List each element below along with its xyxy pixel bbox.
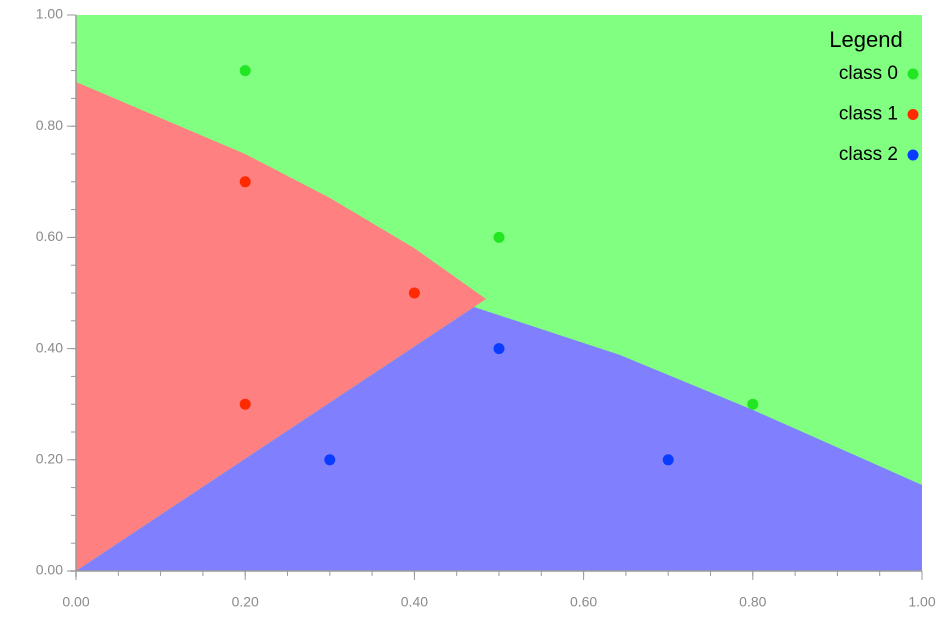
region-class-1 <box>76 82 486 571</box>
y-tick-label: 0.00 <box>36 562 63 578</box>
y-tick-label: 0.40 <box>36 339 63 355</box>
point <box>493 343 505 355</box>
point <box>493 231 505 243</box>
point <box>408 287 420 299</box>
legend-marker <box>907 109 919 120</box>
x-tick-label: 0.00 <box>62 594 89 610</box>
y-tick-label: 0.20 <box>36 451 63 467</box>
y-tick-label: 0.80 <box>36 117 63 133</box>
legend-label: class 2 <box>839 144 898 165</box>
y-tick-label: 1.00 <box>36 6 63 22</box>
y-tick-label: 0.60 <box>36 228 63 244</box>
legend-marker <box>907 149 919 161</box>
point <box>324 454 336 466</box>
x-tick-label: 0.20 <box>232 594 259 610</box>
legend-marker <box>907 68 919 80</box>
point <box>239 398 251 410</box>
x-tick-label: 1.00 <box>908 594 935 610</box>
x-tick-label: 0.60 <box>570 594 597 610</box>
point <box>239 65 251 77</box>
legend-title: Legend <box>829 27 902 52</box>
legend-label: class 0 <box>839 63 898 84</box>
x-tick-label: 0.40 <box>401 594 428 610</box>
point <box>747 398 759 410</box>
x-tick-label: 0.80 <box>739 594 766 610</box>
point <box>662 454 674 466</box>
region-class-2 <box>76 307 922 571</box>
point <box>239 176 251 188</box>
legend-label: class 1 <box>839 104 898 125</box>
